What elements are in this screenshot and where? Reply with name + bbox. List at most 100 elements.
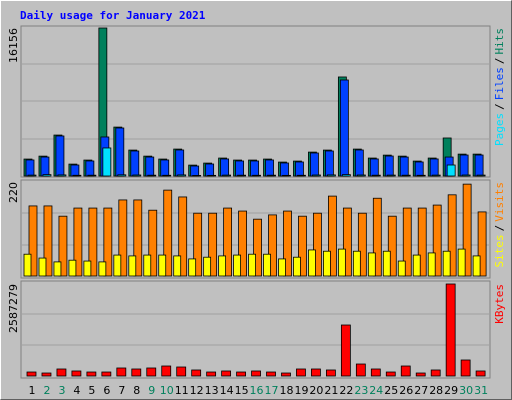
legend-entry: Hits [493,28,506,55]
bar [178,196,188,277]
bar [295,161,304,177]
bar [118,199,128,277]
bar [148,209,158,277]
y-tick-label: 2587279 [7,284,20,333]
x-tick-label: 13 [205,384,219,397]
bar [145,156,155,177]
bar [445,283,456,377]
x-tick-label: 19 [294,384,308,397]
bar [235,160,244,177]
x-tick-label: 28 [429,384,443,397]
bar [461,174,471,177]
bar [128,255,137,277]
bar [163,189,173,277]
chart-title: Daily usage for January 2021 [20,9,206,22]
x-tick-label: 2 [43,384,50,397]
bar [386,174,396,177]
bar [28,205,38,277]
legend-separator: / [493,225,506,232]
bar [400,365,411,377]
bar [161,365,172,377]
bar [102,147,112,177]
bar [352,250,361,277]
legend: KBytes [493,284,506,324]
bar [326,174,336,177]
bar [115,127,125,177]
bar [113,254,122,277]
bar [371,174,381,177]
bar [88,207,98,277]
bar [357,212,367,277]
bar [221,370,232,377]
x-tick-label: 30 [459,384,473,397]
bar [298,215,307,277]
bar [83,260,92,277]
bar [372,197,382,277]
bar [176,366,187,377]
bar [192,175,202,177]
bar [25,159,35,177]
bar [280,162,289,177]
bar [430,369,441,377]
x-tick-label: 18 [279,384,293,397]
legend-separator: / [493,58,506,65]
bar [327,195,337,277]
x-tick-label: 22 [339,384,353,397]
bar [447,194,457,277]
x-tick-label: 4 [73,384,80,397]
bar [116,367,127,377]
x-tick-label: 1 [29,384,36,397]
bar [58,215,68,277]
x-tick-label: 3 [58,384,65,397]
bar [399,156,409,177]
bar [416,174,426,177]
bar [427,252,436,277]
x-tick-label: 5 [88,384,95,397]
x-tick-label: 8 [133,384,140,397]
x-tick-label: 29 [444,384,458,397]
bar [311,368,321,377]
bar [223,207,233,277]
bar [252,174,261,177]
bar [193,212,203,277]
bar [313,212,322,277]
legend-entry: Files [493,67,506,100]
bar [27,174,37,177]
bar [220,158,230,177]
bar [339,79,349,177]
bar [41,372,52,377]
bar [55,135,65,177]
bar [446,164,456,177]
bar [56,368,67,377]
bar [263,253,271,277]
bar [265,159,274,177]
bar [442,250,451,277]
bar [431,174,441,177]
bar [266,371,276,377]
bar [208,212,218,277]
bar [177,174,187,177]
bar [462,183,472,277]
x-tick-label: 31 [474,384,488,397]
bar [297,174,306,177]
bar [337,248,346,277]
bar [147,174,157,177]
bar [42,174,52,177]
x-tick-label: 14 [220,384,234,397]
bar [414,161,424,177]
bar [68,259,77,277]
bar [248,253,256,277]
legend-entry: Visits [493,182,506,222]
bar [457,248,466,277]
bar [312,174,321,177]
bar [146,367,157,377]
bar [250,160,259,177]
bar [143,254,152,277]
bar [325,369,336,377]
bar [131,368,142,377]
bar [474,154,484,177]
x-tick-label: 16 [250,384,264,397]
bar [367,252,376,277]
y-tick-label: 220 [7,182,20,203]
